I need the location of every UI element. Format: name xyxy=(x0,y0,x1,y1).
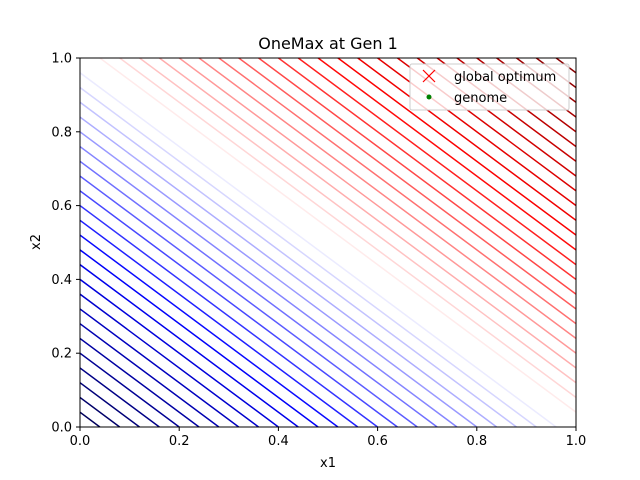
legend-box xyxy=(409,63,570,111)
contour-line xyxy=(80,411,101,427)
contour-line xyxy=(80,145,458,427)
contour-line xyxy=(197,58,576,340)
contour-line xyxy=(80,116,498,427)
contour-line xyxy=(158,58,576,369)
contour-line xyxy=(80,234,339,427)
contour-line xyxy=(80,308,240,427)
contour-line xyxy=(80,86,537,427)
contour-line xyxy=(80,219,359,427)
contour-line xyxy=(396,58,576,192)
contour-line xyxy=(80,352,180,427)
x-tick-label: 0.2 xyxy=(169,434,190,449)
contour-line xyxy=(80,190,398,427)
contour-line xyxy=(80,367,160,427)
contour-line xyxy=(80,249,319,427)
legend-label-genome: genome xyxy=(454,91,507,106)
y-axis-ticks: 0.0 0.2 0.4 0.6 0.8 1.0 xyxy=(51,52,80,436)
contour-line xyxy=(80,337,200,427)
x-tick-label: 0.0 xyxy=(70,434,91,449)
legend: global optimum genome xyxy=(409,63,570,111)
plot-frame xyxy=(79,57,577,428)
chart-title: OneMax at Gen 1 xyxy=(258,34,398,53)
contour-line xyxy=(118,58,576,399)
contour-line xyxy=(376,58,576,207)
contour-line xyxy=(257,58,576,296)
legend-label-global-optimum: global optimum xyxy=(454,70,556,85)
x-tick-label: 0.4 xyxy=(268,434,289,449)
x-axis-ticks: 0.0 0.2 0.4 0.6 0.8 1.0 xyxy=(70,427,587,449)
contour-line xyxy=(80,58,576,427)
y-tick-label: 0.8 xyxy=(51,125,72,140)
contour-line xyxy=(80,382,140,427)
contour-line xyxy=(80,101,517,427)
contour-line xyxy=(177,58,576,355)
contour-line xyxy=(356,58,576,222)
x-tick-label: 0.8 xyxy=(466,434,487,449)
contour-line xyxy=(80,396,121,427)
x-tick-label: 0.6 xyxy=(367,434,388,449)
y-tick-label: 1.0 xyxy=(51,52,72,67)
legend-marker-genome xyxy=(426,94,432,100)
contour-line xyxy=(237,58,576,310)
contour-line xyxy=(98,58,576,414)
y-tick-label: 0.0 xyxy=(51,421,72,436)
x-axis-label: x1 xyxy=(320,456,336,471)
x-tick-label: 1.0 xyxy=(566,434,587,449)
contour-line xyxy=(80,160,438,427)
y-tick-label: 0.2 xyxy=(51,347,72,362)
contour-line xyxy=(80,293,260,427)
contour-line xyxy=(80,131,478,427)
contour-line xyxy=(336,58,576,237)
contour-line xyxy=(80,323,220,427)
contour-line xyxy=(80,204,379,427)
contour-line xyxy=(296,58,576,266)
y-tick-label: 0.6 xyxy=(51,199,72,214)
contour-line xyxy=(80,72,557,427)
contour-line xyxy=(316,58,576,251)
contour-line xyxy=(80,278,279,427)
contour-line xyxy=(277,58,576,281)
contour-line xyxy=(138,58,576,384)
legend-marker-global-optimum xyxy=(422,69,436,83)
contour-line xyxy=(80,175,418,427)
contour-line xyxy=(80,264,299,427)
y-axis-label: x2 xyxy=(29,234,44,250)
contour-line xyxy=(217,58,576,325)
contour-line xyxy=(416,58,576,178)
y-tick-label: 0.4 xyxy=(51,273,72,288)
